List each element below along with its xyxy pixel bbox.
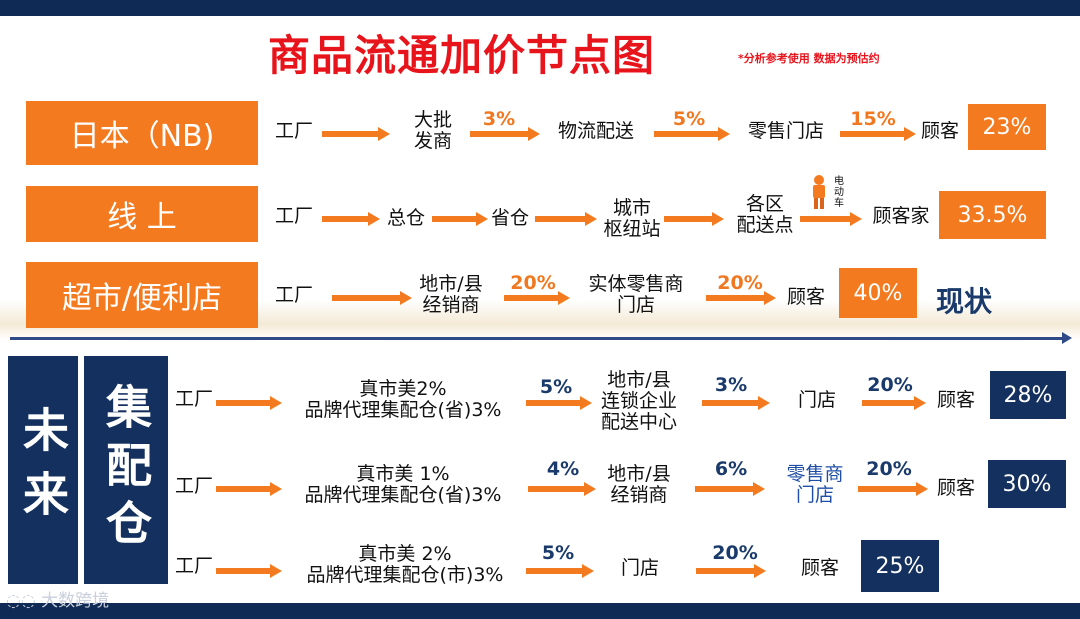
disclaimer-note: *分析参考使用 数据为预估约 <box>738 52 880 65</box>
total-markup-badge: 23% <box>968 104 1046 150</box>
flow-arrow-icon <box>528 482 596 496</box>
markup-label: 4% <box>546 458 580 480</box>
flow-arrow-icon <box>332 291 412 305</box>
flow-node: 门店 <box>797 389 837 411</box>
flow-arrow-icon <box>862 396 926 410</box>
top-bar <box>0 0 1080 16</box>
flow-node: 顾客家 <box>872 205 930 227</box>
status-label: 现状 <box>936 285 993 318</box>
flow-node: 工厂 <box>174 555 214 577</box>
diagram-title: 商品流通加价节点图 <box>268 31 656 80</box>
channel-label-supermarket: 超市/便利店 <box>26 262 258 328</box>
flow-arrow-icon <box>216 564 282 578</box>
flow-node: 城市 枢纽站 <box>603 197 661 240</box>
watermark-text: 大数跨境 <box>41 591 110 611</box>
bottom-bar <box>0 603 1080 619</box>
flow-node: 顾客 <box>920 120 960 142</box>
markup-label: 20% <box>867 374 913 396</box>
flow-node: 实体零售商 门店 <box>588 273 684 316</box>
flow-arrow-icon <box>840 127 916 141</box>
future-side-label: 未来 <box>8 356 78 584</box>
markup-label: 20% <box>717 272 763 294</box>
markup-label: 6% <box>714 458 748 480</box>
total-markup-badge: 28% <box>990 371 1066 419</box>
flow-arrow-icon <box>664 212 724 226</box>
courier-label: 电动车 <box>834 176 844 209</box>
markup-label: 20% <box>510 272 556 294</box>
markup-label: 5% <box>672 108 706 130</box>
total-markup-badge: 33.5% <box>939 191 1046 239</box>
flow-node: 真市美 2% 品牌代理集配仓(市)3% <box>306 543 504 586</box>
flow-arrow-icon <box>322 127 390 141</box>
flow-node: 工厂 <box>274 120 314 142</box>
flow-arrow-icon <box>702 396 770 410</box>
flow-node: 地市/县 连锁企业 配送中心 <box>600 369 678 433</box>
flow-arrow-icon <box>432 212 488 226</box>
markup-label: 3% <box>482 108 516 130</box>
channel-label-japan: 日本（NB) <box>26 101 258 165</box>
divider-arrow-icon <box>1062 332 1072 344</box>
consolidation-char: 集配仓 <box>99 383 153 557</box>
flow-arrow-icon <box>526 564 594 578</box>
flow-node: 顾客 <box>800 557 840 579</box>
flow-arrow-icon <box>858 482 928 496</box>
total-markup-badge: 25% <box>861 540 939 592</box>
delivery-courier-icon <box>813 175 825 209</box>
flow-node: 地市/县 经销商 <box>607 463 671 506</box>
flow-node: 顾客 <box>936 477 976 499</box>
total-markup-badge: 40% <box>839 268 917 318</box>
markup-label: 5% <box>539 376 573 398</box>
watermark: ◌◌ 大数跨境 <box>6 586 109 611</box>
flow-node: 物流配送 <box>557 120 635 142</box>
future-char: 未来 <box>16 406 70 534</box>
flow-arrow-icon <box>696 564 766 578</box>
flow-arrow-icon <box>535 212 597 226</box>
total-markup-badge: 30% <box>988 460 1066 508</box>
flow-node: 工厂 <box>274 284 314 306</box>
markup-label: 5% <box>541 542 575 564</box>
flow-arrow-icon <box>526 396 592 410</box>
flow-node: 顾客 <box>936 389 976 411</box>
channel-label-online: 线 上 <box>26 186 258 242</box>
markup-label: 20% <box>712 542 758 564</box>
flow-arrow-icon <box>654 127 730 141</box>
flow-node: 各区 配送点 <box>736 193 794 236</box>
flow-node: 真市美 1% 品牌代理集配仓(省)3% <box>304 463 502 506</box>
flow-node: 地市/县 经销商 <box>419 273 483 316</box>
flow-node: 工厂 <box>174 475 214 497</box>
flow-node: 零售商 门店 <box>786 463 844 506</box>
markup-label: 20% <box>866 458 912 480</box>
flow-node: 工厂 <box>274 205 314 227</box>
flow-arrow-icon <box>322 212 380 226</box>
flow-arrow-icon <box>216 396 282 410</box>
flow-node: 大批 发商 <box>413 109 453 152</box>
flow-node: 总仓 <box>386 207 426 229</box>
flow-node: 顾客 <box>786 286 826 308</box>
flow-arrow-icon <box>504 291 570 305</box>
consolidation-side-label: 集配仓 <box>84 356 168 584</box>
flow-node: 工厂 <box>174 388 214 410</box>
flow-arrow-icon <box>800 212 862 226</box>
flow-arrow-icon <box>695 482 765 496</box>
flow-arrow-icon <box>216 482 282 496</box>
flow-arrow-icon <box>706 291 776 305</box>
watermark-icon: ◌◌ <box>6 591 42 611</box>
flow-node: 零售门店 <box>747 120 825 142</box>
flow-arrow-icon <box>470 127 540 141</box>
flow-node: 真市美2% 品牌代理集配仓(省)3% <box>304 378 502 421</box>
flow-node: 门店 <box>620 557 660 579</box>
section-divider <box>10 337 1065 340</box>
flow-node: 省仓 <box>490 207 530 229</box>
markup-label: 3% <box>714 374 748 396</box>
markup-label: 15% <box>850 108 896 130</box>
